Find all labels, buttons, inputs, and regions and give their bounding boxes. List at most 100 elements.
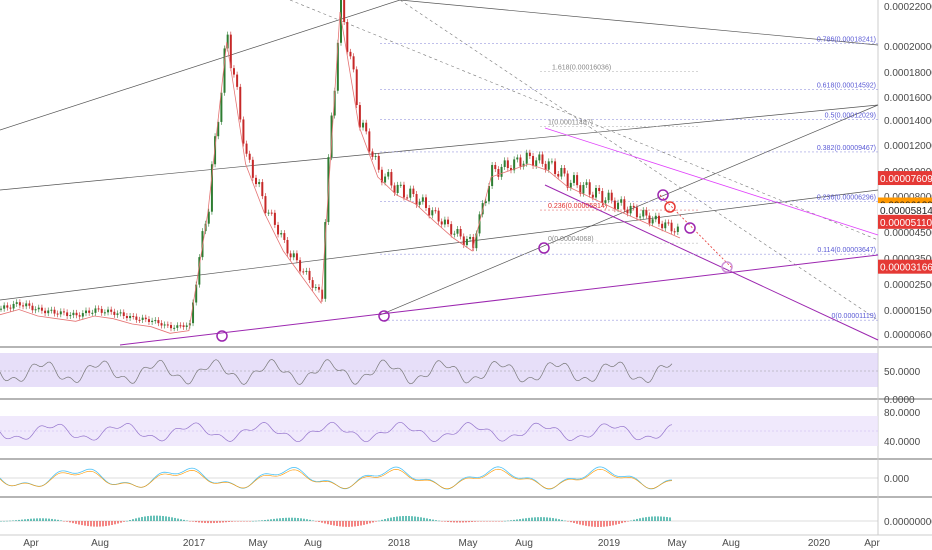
candle-body [314,287,317,289]
macd-histogram-bar [342,521,344,527]
candle-body [528,152,531,157]
macd-histogram-bar [414,516,416,521]
macd-histogram-bar [63,521,65,522]
time-axis[interactable]: Apr Aug 2017 May Aug 2018 May Aug 2019 May Aug 2020… [23,538,880,549]
macd-histogram-bar [597,521,599,527]
candle-body [604,200,607,203]
candle-body [346,22,349,52]
candle-body [125,316,128,319]
macd-histogram-bar [291,517,293,521]
candle-body [179,325,182,327]
candle-body [456,229,459,234]
macd-histogram-bar [327,521,329,525]
candle-body [31,305,34,311]
macd-histogram-bar [192,521,194,522]
candle-body [107,309,110,313]
candle-body [343,0,346,23]
macd-histogram-bar [204,521,206,523]
macd-histogram-bar [546,517,548,521]
candle-body [639,216,642,218]
candle-body [560,168,563,177]
candle-body [340,0,342,43]
macd-histogram-bar [354,521,356,527]
markers-layer [216,189,733,342]
candle-body [280,233,283,235]
macd-histogram-bar [480,521,482,522]
macd-histogram-bar [339,521,341,527]
macd-histogram-bar [105,521,107,527]
macd-histogram-bar [456,521,458,523]
candle-body [632,205,635,208]
macd-histogram-bar [252,520,254,522]
candle-body [437,210,440,222]
macd-histogram-bar [75,521,77,524]
candle-body [418,201,421,205]
candle-body [510,168,512,171]
candle-body [217,121,220,137]
candle-body [651,219,654,224]
macd-histogram-bar [309,519,311,521]
trendline [0,0,401,131]
candle-body [264,196,267,213]
candle-body [362,122,365,128]
candle-body [664,222,667,229]
time-tick-label: 2017 [183,538,206,549]
macd-histogram-bar [15,520,17,521]
macd-histogram-bar [333,521,335,526]
macd-histogram-bar [60,520,62,521]
macd-histogram-bar [609,521,611,526]
candle-body [75,312,78,316]
macd-histogram-bar [573,521,575,524]
macd-histogram-bar [522,518,524,521]
pattern-circle-marker [216,330,228,342]
candle-body [374,155,377,157]
price-tick-label: 0.00002500 [884,280,932,291]
candle-body [428,207,431,216]
candle-body [566,173,569,188]
macd-histogram-bar [237,521,239,522]
indicator-tick-label: 40.0000 [884,437,921,448]
macd-histogram-bar [222,521,224,523]
candle-body [670,222,673,232]
oscillator-pane[interactable] [0,462,878,495]
candle-body [645,210,648,216]
macd-histogram-bar [225,521,227,523]
moving-average-line [0,11,681,334]
indicator-tick-label: 0.000 [884,474,909,485]
macd-histogram-bar [633,519,635,521]
trendline [544,184,879,341]
macd-histogram-bar [666,517,668,521]
candle-body [25,303,28,307]
macd-histogram-bar [159,515,161,521]
candle-body [569,182,572,188]
macd-histogram-bar [618,521,620,524]
candle-body [229,34,232,69]
candle-body [122,312,125,317]
candle-body [113,311,116,315]
macd-histogram-bar [375,521,377,522]
macd-histogram-bar [318,521,320,522]
fib-mid-label: 0.236(0.00005814) [548,203,607,210]
price-tick-label: 0.00003500 [884,254,932,265]
macd-histogram-bar [294,517,296,521]
candle-body [236,74,239,87]
candle-body [135,316,138,320]
price-tick-label: 0.00018000 [884,68,932,79]
candle-body [295,253,298,261]
candle-body [623,199,626,210]
macd-histogram-bar [429,518,431,521]
candle-body [273,212,276,225]
macd-pane[interactable] [0,500,878,535]
price-badge [878,171,932,186]
macd-histogram-bar [276,518,278,521]
candle-body [261,182,264,197]
macd-histogram-bar [420,517,422,521]
macd-histogram-bar [393,517,395,521]
price-pane[interactable] [0,0,878,345]
macd-histogram-bar [423,517,425,521]
candle-body [311,280,314,288]
candle-body [56,313,59,315]
candle-body [138,319,141,321]
macd-histogram-bar [300,518,302,521]
